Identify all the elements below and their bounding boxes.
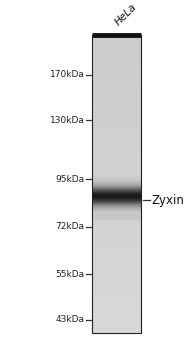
Text: 72kDa: 72kDa (55, 222, 85, 231)
Bar (92, 35, 140, 333)
Text: HeLa: HeLa (113, 2, 139, 27)
Text: 130kDa: 130kDa (50, 116, 85, 125)
Text: 55kDa: 55kDa (55, 270, 85, 279)
Text: Zyxin: Zyxin (152, 194, 185, 206)
Text: 43kDa: 43kDa (55, 315, 85, 324)
Text: 170kDa: 170kDa (50, 70, 85, 79)
Text: 95kDa: 95kDa (55, 175, 85, 184)
